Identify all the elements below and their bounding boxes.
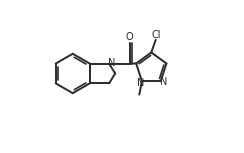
Text: Cl: Cl xyxy=(152,30,161,40)
Text: N: N xyxy=(108,58,115,68)
Text: O: O xyxy=(126,32,134,42)
Text: N: N xyxy=(160,77,168,88)
Text: N: N xyxy=(137,78,145,88)
